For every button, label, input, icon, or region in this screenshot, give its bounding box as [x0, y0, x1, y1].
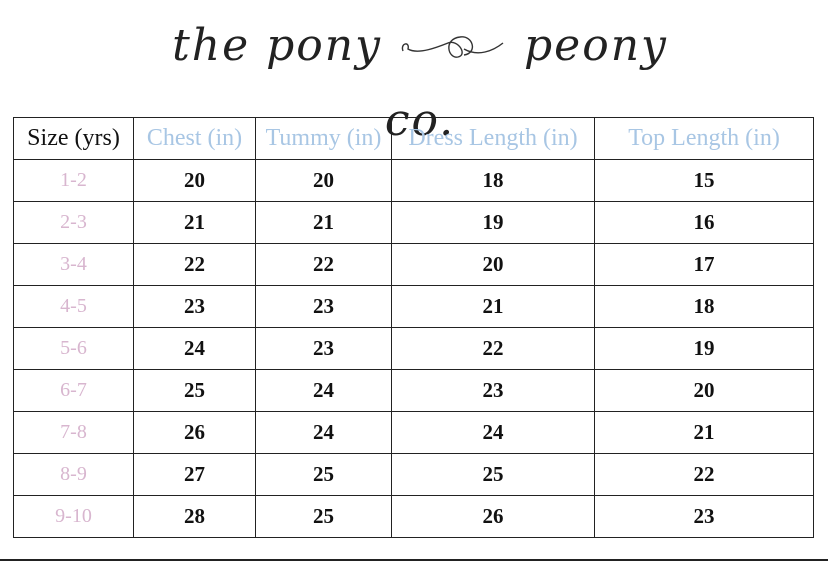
table-row: 8-9 27 25 25 22: [13, 453, 814, 496]
cell-dress-length: 22: [391, 327, 595, 370]
cell-tummy: 23: [255, 327, 392, 370]
cell-size: 1-2: [13, 159, 134, 202]
table-row: 6-7 25 24 23 20: [13, 369, 814, 412]
cell-top-length: 18: [594, 285, 814, 328]
cell-size: 6-7: [13, 369, 134, 412]
cell-tummy: 25: [255, 453, 392, 496]
cell-tummy: 20: [255, 159, 392, 202]
cell-size: 2-3: [13, 201, 134, 244]
header-top-length: Top Length (in): [594, 117, 814, 160]
cell-size: 8-9: [13, 453, 134, 496]
cell-tummy: 24: [255, 369, 392, 412]
cell-size: 9-10: [13, 495, 134, 538]
cell-tummy: 24: [255, 411, 392, 454]
cell-tummy: 25: [255, 495, 392, 538]
divider: [0, 559, 828, 561]
cell-size: 5-6: [13, 327, 134, 370]
cell-chest: 25: [133, 369, 256, 412]
table-row: 9-10 28 25 26 23: [13, 495, 814, 538]
cell-top-length: 22: [594, 453, 814, 496]
cell-dress-length: 25: [391, 453, 595, 496]
cell-dress-length: 21: [391, 285, 595, 328]
cell-tummy: 21: [255, 201, 392, 244]
infinity-heart-flourish-icon: [401, 35, 504, 58]
cell-chest: 23: [133, 285, 256, 328]
cell-size: 4-5: [13, 285, 134, 328]
header-tummy: Tummy (in): [255, 117, 392, 160]
header-dress-length: Dress Length (in): [391, 117, 595, 160]
cell-dress-length: 19: [391, 201, 595, 244]
header-row: Size (yrs) Chest (in) Tummy (in) Dress L…: [13, 117, 814, 160]
cell-size: 3-4: [13, 243, 134, 286]
cell-dress-length: 26: [391, 495, 595, 538]
cell-chest: 22: [133, 243, 256, 286]
header-size: Size (yrs): [13, 117, 134, 160]
cell-chest: 28: [133, 495, 256, 538]
table-row: 4-5 23 23 21 18: [13, 285, 814, 328]
cell-top-length: 21: [594, 411, 814, 454]
cell-chest: 24: [133, 327, 256, 370]
size-chart-table: Size (yrs) Chest (in) Tummy (in) Dress L…: [13, 117, 814, 538]
cell-top-length: 23: [594, 495, 814, 538]
cell-size: 7-8: [13, 411, 134, 454]
cell-dress-length: 18: [391, 159, 595, 202]
cell-dress-length: 24: [391, 411, 595, 454]
cell-chest: 26: [133, 411, 256, 454]
cell-dress-length: 23: [391, 369, 595, 412]
cell-tummy: 22: [255, 243, 392, 286]
table-row: 1-2 20 20 18 15: [13, 159, 814, 202]
cell-chest: 21: [133, 201, 256, 244]
table-row: 2-3 21 21 19 16: [13, 201, 814, 244]
cell-top-length: 17: [594, 243, 814, 286]
table-row: 3-4 22 22 20 17: [13, 243, 814, 286]
table-row: 5-6 24 23 22 19: [13, 327, 814, 370]
cell-top-length: 15: [594, 159, 814, 202]
table-row: 7-8 26 24 24 21: [13, 411, 814, 454]
brand-logo: the pony peony co.: [140, 8, 700, 146]
logo-text-left: the pony: [172, 20, 382, 71]
cell-top-length: 20: [594, 369, 814, 412]
cell-dress-length: 20: [391, 243, 595, 286]
cell-chest: 27: [133, 453, 256, 496]
cell-top-length: 19: [594, 327, 814, 370]
header-chest: Chest (in): [133, 117, 256, 160]
cell-tummy: 23: [255, 285, 392, 328]
cell-chest: 20: [133, 159, 256, 202]
cell-top-length: 16: [594, 201, 814, 244]
